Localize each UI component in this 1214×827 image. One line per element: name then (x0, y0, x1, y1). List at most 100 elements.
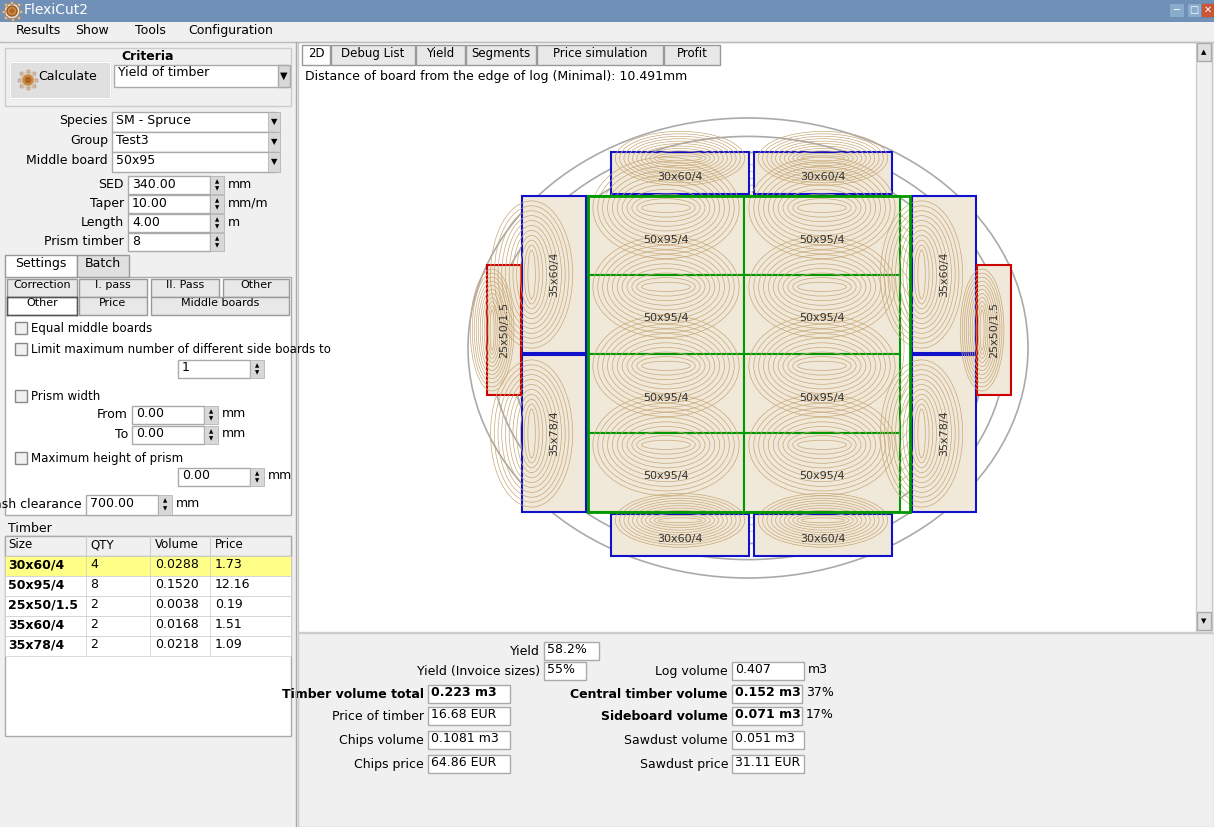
Bar (210, 176, 225, 194)
Bar (15, 390, 27, 402)
Text: ▲: ▲ (163, 499, 168, 504)
Text: □: □ (1190, 5, 1198, 15)
Bar (297, 633, 1214, 827)
Text: ─: ─ (1173, 5, 1179, 15)
Bar (204, 406, 219, 424)
Text: Yield of timber: Yield of timber (118, 66, 209, 79)
Text: 35x60/4: 35x60/4 (938, 251, 949, 297)
Text: 35x78/4: 35x78/4 (549, 411, 558, 457)
Text: 0.0168: 0.0168 (155, 618, 199, 631)
Text: ▼: ▼ (280, 71, 288, 81)
Text: 12.16: 12.16 (215, 578, 250, 591)
Bar (1196, 42, 1212, 632)
Bar (5, 255, 76, 277)
Text: Correction: Correction (13, 280, 70, 290)
Text: 58.2%: 58.2% (548, 643, 586, 656)
Text: 2: 2 (90, 638, 98, 651)
Bar (522, 355, 586, 512)
Text: ▲: ▲ (209, 429, 214, 434)
Bar (331, 45, 415, 65)
Text: Distance of board from the edge of log (Minimal): 10.491mm: Distance of board from the edge of log (… (305, 70, 687, 83)
Circle shape (4, 3, 19, 19)
Text: 8: 8 (132, 235, 140, 248)
Text: 1: 1 (182, 361, 189, 374)
Bar (664, 45, 720, 65)
Text: 10.00: 10.00 (132, 197, 168, 210)
Bar (7, 279, 76, 297)
Text: 50x95/4: 50x95/4 (799, 393, 845, 403)
Bar (250, 468, 263, 486)
Bar (416, 45, 465, 65)
Bar (1197, 612, 1212, 630)
Text: Prism timber: Prism timber (44, 235, 124, 248)
Bar (466, 45, 537, 65)
Text: Criteria: Criteria (121, 50, 175, 63)
Bar (732, 685, 802, 703)
Bar (1197, 43, 1212, 61)
Bar (11, 1, 13, 4)
Text: 35x78/4: 35x78/4 (938, 411, 949, 457)
Bar (268, 132, 280, 152)
Text: 50x95/4: 50x95/4 (799, 313, 845, 323)
Bar (21, 73, 23, 75)
Text: 50x95: 50x95 (117, 154, 155, 167)
Bar (5, 16, 7, 18)
Bar (10, 62, 110, 98)
Bar (21, 84, 23, 88)
Text: 50x95/4: 50x95/4 (643, 471, 688, 481)
Bar (210, 195, 225, 213)
Text: To: To (115, 428, 127, 441)
Text: 0.152 m3: 0.152 m3 (734, 686, 801, 699)
Text: ▲: ▲ (209, 409, 214, 414)
Text: mm: mm (176, 497, 200, 510)
Text: 30x60/4: 30x60/4 (800, 534, 846, 544)
Text: From: From (97, 408, 127, 421)
Text: 340.00: 340.00 (132, 178, 176, 191)
Circle shape (10, 8, 15, 13)
Bar (611, 514, 749, 556)
Text: 50x95/4: 50x95/4 (799, 235, 845, 245)
Bar (17, 3, 19, 7)
Bar (5, 277, 291, 515)
Text: Price of timber: Price of timber (331, 710, 424, 723)
Text: Chips price: Chips price (354, 758, 424, 771)
Text: 0.1520: 0.1520 (155, 578, 199, 591)
Text: Other: Other (240, 280, 272, 290)
Text: 2D: 2D (307, 47, 324, 60)
Text: Maximum height of prism: Maximum height of prism (32, 452, 183, 465)
Bar (588, 196, 744, 275)
Bar (5, 48, 291, 106)
Text: ▲: ▲ (215, 236, 219, 241)
Text: Segments: Segments (471, 47, 531, 60)
Bar (27, 70, 29, 73)
Text: Show: Show (75, 24, 109, 37)
Circle shape (7, 6, 17, 16)
Text: ✕: ✕ (1204, 5, 1212, 15)
Text: Price simulation: Price simulation (552, 47, 647, 60)
Text: Middle boards: Middle boards (181, 298, 259, 308)
Text: 1.09: 1.09 (215, 638, 243, 651)
Text: ▲: ▲ (1202, 49, 1207, 55)
Text: 0.19: 0.19 (215, 598, 243, 611)
Bar (127, 176, 210, 194)
Bar (11, 18, 13, 21)
Bar (744, 433, 900, 512)
Bar (268, 112, 280, 132)
Text: 35x78/4: 35x78/4 (8, 638, 64, 651)
Bar (278, 65, 290, 87)
Bar (588, 275, 744, 354)
Text: Settings: Settings (16, 257, 67, 270)
Bar (754, 514, 892, 556)
Text: Test3: Test3 (117, 134, 148, 147)
Text: SED: SED (98, 178, 124, 191)
Text: Limit maximum number of different side boards to: Limit maximum number of different side b… (32, 343, 331, 356)
Bar (178, 468, 250, 486)
Text: 0.00: 0.00 (136, 407, 164, 420)
Bar (132, 426, 204, 444)
Bar (5, 556, 291, 576)
Bar (1187, 3, 1202, 17)
Text: ▲: ▲ (255, 363, 259, 368)
Bar (0, 42, 296, 827)
Text: ▲: ▲ (255, 471, 259, 476)
Bar (151, 279, 219, 297)
